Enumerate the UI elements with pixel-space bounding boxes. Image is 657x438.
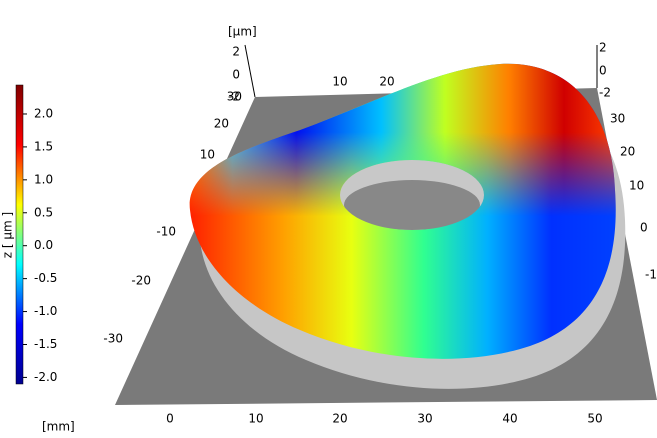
- colorbar-tick-label: 0.0: [34, 238, 53, 252]
- colorbar-tick-label: -0.5: [34, 271, 57, 285]
- axis-tick-label: 30: [417, 412, 432, 426]
- axis-tick-label: 30: [227, 90, 242, 104]
- colorbar-tick-label: 0.5: [34, 205, 53, 219]
- axis-tick-label: 0: [599, 64, 607, 78]
- axis-tick-label: 20: [214, 117, 229, 131]
- axis-tick-label: 0: [640, 221, 648, 235]
- x-axis-unit: [mm]: [42, 420, 75, 434]
- axis-tick-label: 50: [587, 412, 602, 426]
- colorbar-tick-label: -2.0: [34, 370, 57, 384]
- axis-lines: [244, 44, 598, 98]
- colorbar-tick-label: 1.0: [34, 172, 53, 186]
- hole-floor: [344, 180, 480, 230]
- colorbar-tick-label: -1.5: [34, 337, 57, 351]
- axis-tick-label: 10: [248, 412, 263, 426]
- colorbar-tick-label: 2.0: [34, 106, 53, 120]
- axis-tick-label: -10: [156, 225, 176, 239]
- axis-tick-label: 20: [332, 412, 347, 426]
- axis-tick-label: 10: [629, 179, 644, 193]
- axis-tick-label: -10: [645, 268, 657, 282]
- axis-tick-label: 10: [332, 75, 347, 89]
- axis-tick-label: 0: [232, 68, 240, 82]
- axis-tick-label: 10: [200, 148, 215, 162]
- colorbar-tick-label: 1.5: [34, 139, 53, 153]
- z-axis-label: [µm]: [228, 25, 257, 39]
- axis-tick-label: -20: [131, 274, 151, 288]
- colorbar-tick-label: -1.0: [34, 304, 57, 318]
- axis-tick-label: 40: [502, 412, 517, 426]
- colorbar: [15, 84, 24, 385]
- axis-tick-label: 0: [166, 412, 174, 426]
- axis-tick-label: -2: [228, 90, 240, 104]
- axis-tick-label: -2: [599, 86, 611, 100]
- axis-tick-label: 2: [232, 45, 240, 59]
- axis-tick-label: 20: [620, 145, 635, 159]
- colorbar-label: z [ µm ]: [1, 212, 15, 258]
- axis-tick-label: 20: [379, 75, 394, 89]
- axis-tick-label: 30: [610, 112, 625, 126]
- axis-tick-label: 2: [599, 41, 607, 55]
- axis-tick-label: -30: [103, 332, 123, 346]
